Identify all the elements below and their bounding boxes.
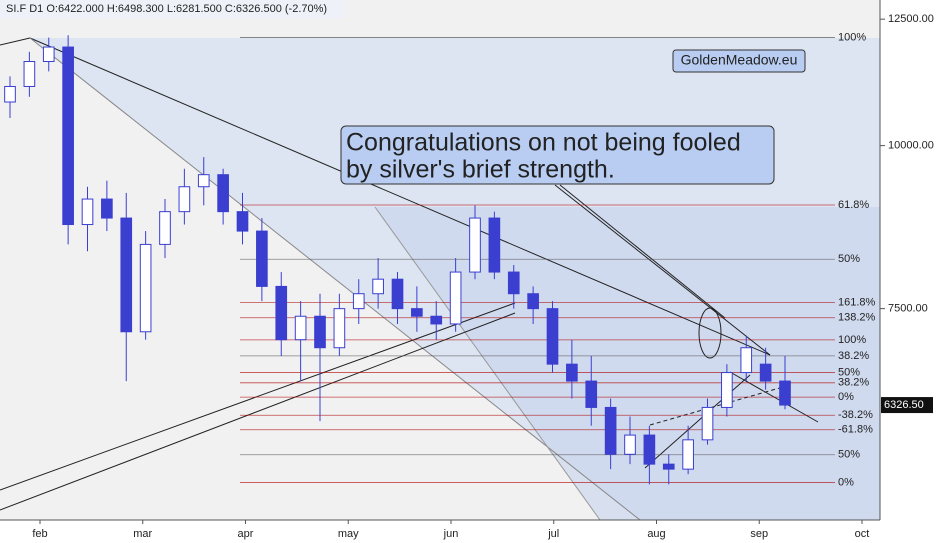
candle-body — [159, 211, 171, 245]
candle-body — [566, 363, 578, 382]
candle-body — [217, 174, 229, 213]
candle-body — [701, 406, 714, 441]
candle-body — [352, 293, 365, 310]
candle-body — [101, 198, 113, 219]
annotation: Congratulations on not being fooled — [346, 129, 741, 157]
highlight-ellipse — [698, 307, 722, 359]
candle-body — [662, 463, 675, 470]
channel-shade — [375, 207, 880, 520]
candle-body — [4, 85, 16, 103]
candle-body — [759, 363, 772, 382]
y-tick-label: 12500.00 — [888, 13, 934, 25]
candle-body — [314, 315, 326, 349]
candle-body — [682, 439, 694, 470]
trend-line — [649, 384, 791, 426]
level-label: 50% — [838, 449, 860, 461]
y-tick-label: 7500.00 — [888, 303, 928, 315]
trend-line — [29, 37, 641, 521]
level-label: 50% — [838, 366, 860, 378]
watermark: GoldenMeadow.eu — [681, 52, 798, 68]
trend-line — [0, 302, 516, 491]
candle-body — [507, 271, 520, 295]
candle-body — [81, 198, 94, 226]
candle-body — [449, 271, 462, 325]
x-tick-label: feb — [32, 528, 47, 540]
candle-body — [430, 315, 443, 325]
level-label: 38.2% — [838, 377, 869, 389]
candle-body — [372, 278, 384, 295]
level-label: 100% — [838, 32, 866, 44]
candle-body — [411, 308, 423, 317]
level-label: 138.2% — [838, 312, 876, 324]
header: SI.F D1 O:6422.000 H:6498.300 L:6281.500… — [6, 3, 327, 15]
x-tick-label: may — [338, 528, 359, 540]
level-label: 161.8% — [838, 297, 876, 309]
candle-body — [178, 186, 191, 213]
candle-body — [527, 293, 539, 310]
level-label: 0% — [838, 391, 854, 403]
candle-body — [62, 46, 74, 226]
candle-body — [275, 285, 288, 341]
candle-body — [256, 230, 268, 287]
candle-body — [469, 217, 481, 273]
pointer — [559, 184, 726, 319]
candle-body — [23, 61, 36, 87]
x-tick-label: jul — [547, 528, 559, 540]
candle-body — [740, 347, 753, 374]
level-label: -38.2% — [838, 409, 873, 421]
x-tick-label: apr — [238, 528, 254, 540]
header-bg — [0, 0, 345, 18]
candle-body — [585, 380, 598, 408]
price-tag: 6326.50 — [884, 399, 924, 411]
candle-body — [488, 217, 501, 273]
candle-body — [197, 174, 210, 188]
trend-line — [0, 37, 31, 46]
level-label: -61.8% — [838, 424, 873, 436]
x-tick-label: oct — [855, 528, 870, 540]
candle-body — [139, 243, 152, 333]
y-tick-label: 10000.00 — [888, 140, 934, 152]
candle-body — [42, 46, 55, 63]
axis-bg — [880, 0, 945, 543]
level-label: 38.2% — [838, 350, 869, 362]
candle-body — [721, 372, 733, 408]
trend-line — [29, 37, 771, 356]
candle-body — [120, 217, 133, 333]
annotation-box — [340, 125, 775, 185]
level-label: 100% — [838, 334, 866, 346]
x-tick-label: jun — [443, 528, 459, 540]
candle-body — [294, 315, 307, 341]
level-label: 0% — [838, 476, 854, 488]
candle-body — [643, 434, 656, 465]
price-tag-bg — [881, 397, 933, 414]
x-tick-label: mar — [133, 528, 152, 540]
level-label: 50% — [838, 253, 860, 265]
candle-body — [546, 308, 559, 365]
trend-line — [0, 312, 516, 511]
watermark-box — [672, 49, 806, 73]
candle-body — [391, 278, 404, 310]
pointer — [554, 184, 771, 356]
x-tick-label: sep — [750, 528, 768, 540]
annotation: by silver's brief strength. — [346, 156, 615, 184]
candle-body — [236, 211, 249, 232]
candle-body — [604, 406, 617, 455]
level-label: 61.8% — [838, 199, 869, 211]
candle-body — [333, 308, 346, 349]
candle-body — [779, 380, 791, 406]
x-tick-label: aug — [647, 528, 665, 540]
candle-body — [624, 434, 636, 455]
